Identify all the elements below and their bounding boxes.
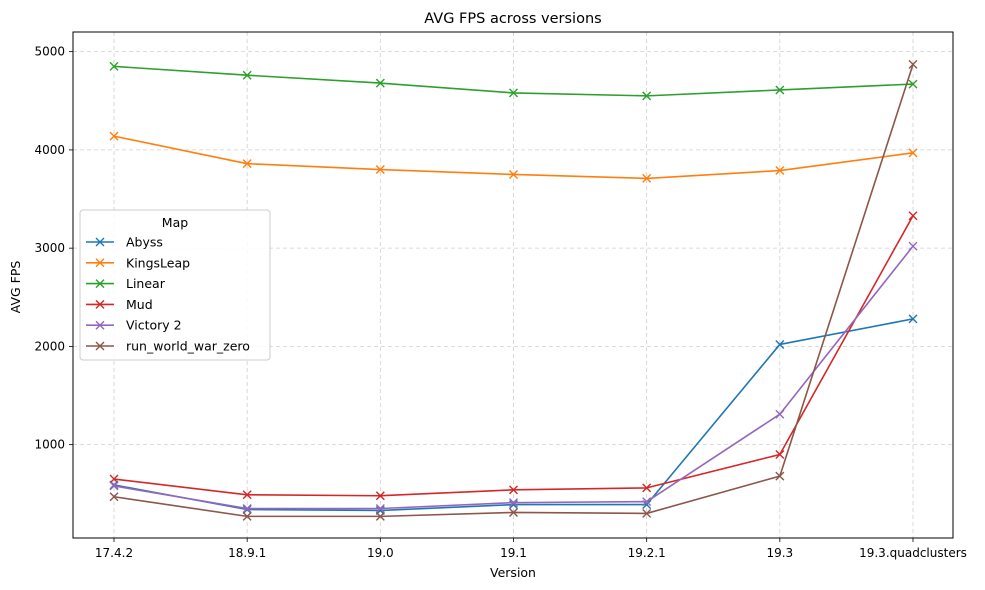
legend-swatch-marker <box>95 237 105 247</box>
x-axis: 17.4.2 18.9.1 19.0 19.1 19.2.1 19.3 19.3.quadc… <box>95 538 967 560</box>
grid <box>73 32 953 538</box>
data-point <box>908 59 918 69</box>
data-point <box>642 483 652 493</box>
data-point <box>908 148 918 158</box>
legend-entry: Abyss <box>86 235 163 250</box>
y-tick-label: 1000 <box>34 438 65 452</box>
data-point <box>775 166 785 176</box>
series-run-world-war-zero <box>109 59 918 521</box>
legend-entry: Linear <box>86 276 166 291</box>
data-point <box>109 474 119 484</box>
legend-entry: Mud <box>86 297 153 312</box>
data-point <box>242 70 252 80</box>
legend-title: Map <box>162 215 188 230</box>
data-point <box>908 211 918 221</box>
data-point <box>375 78 385 88</box>
chart-title: AVG FPS across versions <box>424 11 601 27</box>
y-tick-label: 3000 <box>34 241 65 255</box>
legend-label: Mud <box>126 297 153 312</box>
data-point <box>775 409 785 419</box>
legend-label: Abyss <box>126 235 163 250</box>
data-point <box>242 490 252 500</box>
data-point <box>908 79 918 89</box>
legend-swatch-marker <box>95 299 105 309</box>
data-point <box>375 511 385 521</box>
y-tick-label: 4000 <box>34 143 65 157</box>
x-tick-label: 19.2.1 <box>628 546 666 560</box>
data-point <box>509 507 518 517</box>
legend-entry: KingsLeap <box>86 255 190 270</box>
data-point <box>242 159 252 169</box>
y-tick-label: 2000 <box>34 339 65 353</box>
x-axis-label: Version <box>490 565 536 580</box>
legend-box <box>79 209 271 361</box>
legend: Map Abyss KingsLeap Linear Mud Victory 2 run_… <box>79 209 271 361</box>
data-point <box>509 88 518 98</box>
legend-swatch-marker <box>95 341 105 351</box>
x-tick-label: 19.0 <box>367 546 394 560</box>
data-point <box>775 85 785 95</box>
data-point <box>509 485 518 495</box>
plot-frame <box>72 31 954 539</box>
data-point <box>642 91 652 101</box>
data-point <box>242 511 252 521</box>
data-point <box>509 498 518 508</box>
data-point <box>375 165 385 175</box>
legend-label: KingsLeap <box>126 255 190 270</box>
y-axis: 1000 2000 3000 4000 5000 <box>34 45 73 452</box>
data-point <box>908 241 918 251</box>
data-point <box>775 471 785 481</box>
legend-entry: Victory 2 <box>86 318 182 333</box>
data-point <box>109 131 119 141</box>
data-point <box>509 169 518 179</box>
data-point <box>109 481 119 491</box>
legend-entry: run_world_war_zero <box>86 339 250 354</box>
series-linear <box>109 61 918 101</box>
data-point <box>375 504 385 514</box>
x-tick-label: 17.4.2 <box>95 546 133 560</box>
y-axis-label: AVG FPS <box>8 261 23 314</box>
x-tick-label: 19.3 <box>766 546 793 560</box>
data-point <box>109 492 119 502</box>
x-tick-label: 19.1 <box>500 546 527 560</box>
data-point <box>642 173 652 183</box>
legend-label: Victory 2 <box>126 318 182 333</box>
data-point <box>908 314 918 324</box>
data-point <box>642 497 652 507</box>
legend-swatch-marker <box>95 279 105 289</box>
legend-label: run_world_war_zero <box>126 339 250 354</box>
data-point <box>375 491 385 501</box>
legend-label: Linear <box>126 276 166 291</box>
series-mud <box>109 211 918 501</box>
x-tick-label: 19.3.quadclusters <box>859 546 967 560</box>
series-layer <box>109 59 918 521</box>
x-tick-label: 18.9.1 <box>228 546 266 560</box>
data-point <box>642 508 652 518</box>
data-point <box>775 339 785 349</box>
data-point <box>109 61 119 71</box>
series-kingsleap <box>109 131 918 183</box>
legend-swatch-marker <box>95 320 105 330</box>
series-victory-2 <box>109 241 918 514</box>
y-tick-label: 5000 <box>34 45 65 59</box>
legend-swatch-marker <box>95 258 105 268</box>
data-point <box>242 504 252 514</box>
data-point <box>775 449 785 459</box>
